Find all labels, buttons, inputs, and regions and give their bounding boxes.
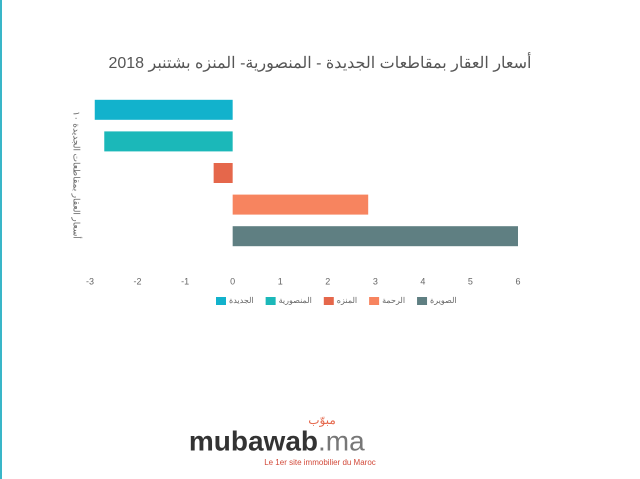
x-tick-label: 4 xyxy=(420,276,425,286)
x-tick-label: 2 xyxy=(325,276,330,286)
category-label: أسعار العقار بمقاطعات الجديدة ١٠ xyxy=(71,111,84,239)
legend-label: المنزه xyxy=(337,296,357,305)
logo: mubawab .ma مبوّب Le 1er site immobilier… xyxy=(189,413,376,467)
x-tick-label: 1 xyxy=(278,276,283,286)
x-tick-label: 6 xyxy=(515,276,520,286)
x-tick-label: -1 xyxy=(181,276,189,286)
bar xyxy=(94,99,233,120)
chart-title: أسعار العقار بمقاطعات الجديدة - المنصوري… xyxy=(108,52,531,72)
legend-swatch xyxy=(369,297,380,305)
legend-swatch xyxy=(216,297,226,305)
legend-swatch xyxy=(265,297,276,305)
tagline: Le 1er site immobilier du Maroc xyxy=(264,458,376,467)
bar xyxy=(232,194,369,215)
legend-label: الجديدة xyxy=(229,296,254,305)
legend-label: الرحمة xyxy=(382,296,405,305)
bar xyxy=(232,226,518,247)
legend-swatch xyxy=(417,297,428,305)
bar xyxy=(213,163,233,183)
bar xyxy=(104,131,233,152)
x-tick-label: 3 xyxy=(373,276,378,286)
x-tick-label: -3 xyxy=(86,276,94,286)
legend-label: المنصورية xyxy=(279,296,312,305)
legend-label: الصويرة xyxy=(430,296,457,305)
logo-domain: .ma xyxy=(318,425,365,456)
left-border xyxy=(0,0,2,479)
x-tick-label: -2 xyxy=(134,276,142,286)
x-tick-label: 5 xyxy=(468,276,473,286)
logo-arabic: مبوّب xyxy=(308,413,336,427)
legend-swatch xyxy=(323,297,334,305)
logo-text: mubawab xyxy=(189,425,318,456)
x-tick-label: 0 xyxy=(230,276,235,286)
